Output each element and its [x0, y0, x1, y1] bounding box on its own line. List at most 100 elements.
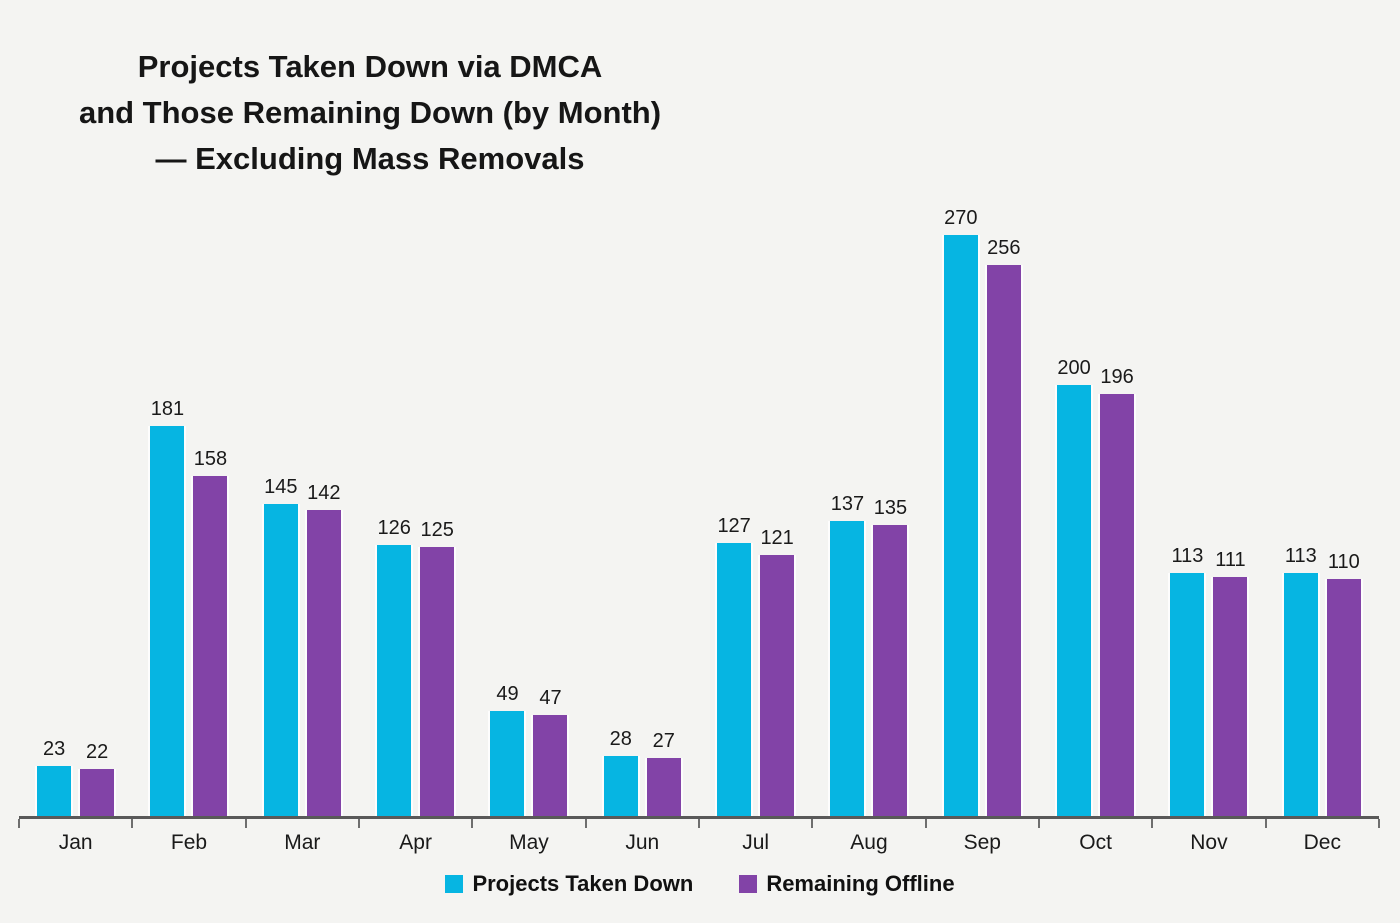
legend-item-remaining-offline: Remaining Offline	[739, 871, 955, 897]
bar-projects-taken-down-sep	[941, 235, 980, 816]
bar-projects-taken-down-jul	[715, 543, 754, 816]
bar-group-remaining-offline-nov: 111	[1211, 549, 1250, 816]
value-label-projects-taken-down-jul: 127	[717, 515, 751, 537]
month-group-jun: 28 27	[586, 200, 699, 816]
value-label-remaining-offline-oct: 196	[1100, 366, 1134, 388]
value-label-projects-taken-down-oct: 200	[1057, 357, 1091, 379]
bar-projects-taken-down-aug	[828, 521, 867, 816]
x-axis-label-may: May	[509, 831, 549, 854]
value-label-projects-taken-down-dec: 113	[1284, 545, 1317, 567]
x-axis-label-feb: Feb	[170, 831, 208, 854]
legend-swatch-remaining-offline-icon	[739, 875, 758, 893]
bar-remaining-offline-jul	[758, 555, 797, 816]
x-axis-label-nov: Nov	[1190, 831, 1228, 854]
value-label-remaining-offline-dec: 110	[1327, 551, 1360, 573]
x-axis-label-jan: Jan	[58, 831, 93, 854]
bar-projects-taken-down-nov	[1168, 573, 1207, 816]
bar-group-remaining-offline-jul: 121	[758, 527, 797, 816]
bar-remaining-offline-apr	[418, 547, 457, 816]
month-group-oct: 200 196	[1039, 200, 1152, 816]
axis-tick-0	[18, 819, 20, 828]
x-axis-line	[19, 816, 1379, 819]
axis-tick-5	[585, 819, 587, 828]
x-axis-labels: Jan Feb Mar Apr May Jun Jul Aug Sep Oct Nov Dec	[19, 831, 1379, 855]
bar-remaining-offline-mar	[304, 510, 343, 816]
axis-tick-1	[131, 819, 133, 828]
chart-title-line-1: Projects Taken Down via DMCA	[137, 49, 603, 84]
month-group-aug: 137 135	[812, 200, 925, 816]
value-label-remaining-offline-nov: 111	[1215, 549, 1246, 571]
x-axis-label-oct: Oct	[1079, 831, 1112, 854]
bar-group-projects-taken-down-apr: 126	[375, 517, 414, 816]
month-group-may: 49 47	[472, 200, 585, 816]
axis-tick-11	[1265, 819, 1267, 828]
bar-remaining-offline-sep	[984, 265, 1023, 816]
bar-group-projects-taken-down-jul: 127	[715, 515, 754, 816]
value-label-remaining-offline-may: 47	[539, 687, 562, 709]
bar-projects-taken-down-mar	[261, 504, 300, 816]
value-label-projects-taken-down-nov: 113	[1171, 545, 1204, 567]
value-label-projects-taken-down-aug: 137	[830, 493, 865, 515]
month-group-jul: 127 121	[699, 200, 812, 816]
bar-group-remaining-offline-jun: 27	[644, 730, 683, 816]
chart-title-line-3: — Excluding Mass Removals	[155, 141, 585, 176]
bar-group-remaining-offline-jan: 22	[78, 741, 117, 816]
value-label-remaining-offline-sep: 256	[987, 237, 1021, 259]
bar-group-projects-taken-down-mar: 145	[261, 476, 300, 816]
axis-tick-9	[1038, 819, 1040, 828]
value-label-projects-taken-down-feb: 181	[150, 398, 185, 420]
legend: Projects Taken Down Remaining Offline	[0, 871, 1400, 897]
value-label-projects-taken-down-apr: 126	[377, 517, 411, 539]
value-label-projects-taken-down-may: 49	[496, 683, 519, 705]
bar-group-remaining-offline-sep: 256	[984, 237, 1023, 816]
bar-projects-taken-down-jun	[601, 756, 640, 816]
chart-title: Projects Taken Down via DMCA and Those R…	[20, 44, 720, 182]
bar-remaining-offline-nov	[1211, 577, 1250, 816]
bar-remaining-offline-jun	[644, 758, 683, 816]
legend-label-remaining-offline: Remaining Offline	[766, 871, 955, 896]
value-label-remaining-offline-jun: 27	[652, 730, 675, 752]
x-axis-label-mar: Mar	[284, 831, 321, 854]
legend-label-projects-taken-down: Projects Taken Down	[472, 871, 694, 896]
value-label-projects-taken-down-jun: 28	[609, 728, 632, 750]
month-group-apr: 126 125	[359, 200, 472, 816]
value-label-remaining-offline-jan: 22	[86, 741, 109, 763]
legend-item-projects-taken-down: Projects Taken Down	[445, 871, 693, 897]
value-label-remaining-offline-feb: 158	[193, 448, 228, 470]
bar-group-remaining-offline-oct: 196	[1098, 366, 1137, 816]
x-axis-label-apr: Apr	[399, 831, 432, 854]
bar-group-projects-taken-down-jan: 23	[35, 738, 74, 816]
bar-group-projects-taken-down-sep: 270	[941, 207, 980, 816]
value-label-remaining-offline-mar: 142	[307, 482, 341, 504]
value-label-remaining-offline-jul: 121	[760, 527, 794, 549]
bar-projects-taken-down-may	[488, 711, 527, 816]
x-axis-label-aug: Aug	[850, 831, 888, 854]
month-group-jan: 23 22	[19, 200, 132, 816]
axis-tick-8	[925, 819, 927, 828]
axis-tick-2	[245, 819, 247, 828]
bar-projects-taken-down-jan	[35, 766, 74, 816]
axis-tick-4	[471, 819, 473, 828]
bar-group-projects-taken-down-jun: 28	[601, 728, 640, 816]
bar-projects-taken-down-apr	[375, 545, 414, 816]
bar-projects-taken-down-oct	[1055, 385, 1094, 816]
bar-group-projects-taken-down-nov: 113	[1168, 545, 1207, 816]
month-group-sep: 270 256	[926, 200, 1039, 816]
axis-tick-10	[1151, 819, 1153, 828]
value-label-projects-taken-down-mar: 145	[264, 476, 298, 498]
month-group-mar: 145 142	[246, 200, 359, 816]
bar-remaining-offline-feb	[191, 476, 230, 816]
bar-remaining-offline-jan	[78, 769, 117, 816]
value-label-projects-taken-down-sep: 270	[944, 207, 978, 229]
x-axis-label-jun: Jun	[625, 831, 660, 854]
legend-swatch-projects-taken-down-icon	[445, 875, 464, 893]
chart-title-line-2: and Those Remaining Down (by Month)	[78, 95, 662, 130]
bar-remaining-offline-aug	[871, 525, 910, 816]
value-label-remaining-offline-apr: 125	[420, 519, 454, 541]
bar-group-remaining-offline-aug: 135	[871, 497, 910, 816]
bar-remaining-offline-may	[531, 715, 570, 816]
value-label-remaining-offline-aug: 135	[873, 497, 908, 519]
axis-tick-6	[698, 819, 700, 828]
bar-projects-taken-down-feb	[148, 426, 187, 816]
